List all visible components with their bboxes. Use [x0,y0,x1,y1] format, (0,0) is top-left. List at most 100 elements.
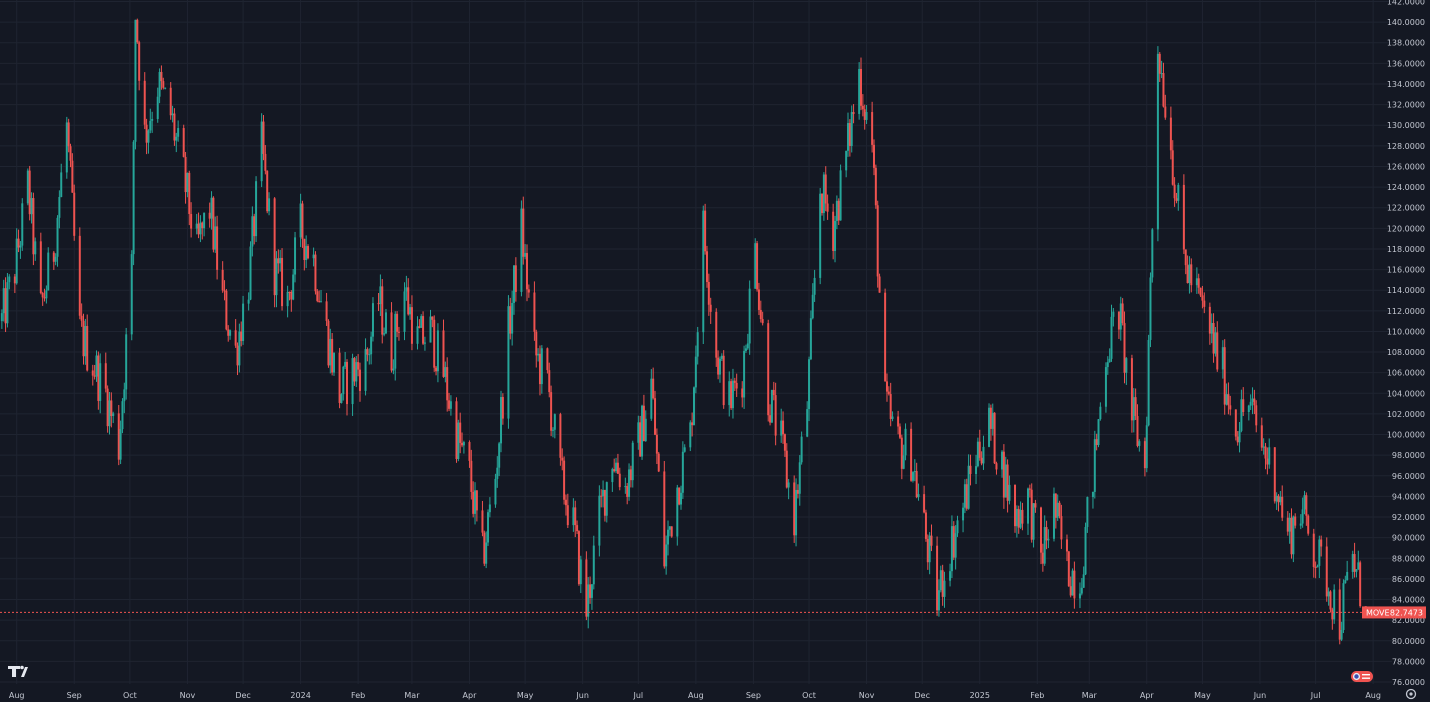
candle-body [19,245,22,248]
candle-body [874,167,877,206]
candle-body [533,292,536,332]
candle-body [41,292,44,298]
candle-body [487,512,490,543]
candle-body [78,235,81,316]
candle-body [91,370,94,376]
x-tick-label: 2025 [970,691,990,700]
settings-gear-icon[interactable] [1405,688,1417,700]
candle-body [34,241,37,255]
candle-body [1260,425,1263,448]
candle-body [579,559,582,585]
candle-body [143,80,146,125]
candle-body [8,276,11,283]
candle-body [731,380,734,409]
candle-body [80,315,83,321]
candle-body [418,326,421,328]
candle-body [748,288,751,344]
candle-body [110,400,113,417]
candle-body [1234,409,1237,437]
candle-body [598,495,601,546]
candle-body [995,463,998,470]
candle-body [1117,311,1120,330]
candle-body [357,362,360,370]
y-tick-label: 108.0000 [1387,348,1425,357]
candle-body [793,482,796,536]
candle-body [384,312,387,334]
x-tick-label: Aug [9,691,25,700]
candle-body [364,349,367,391]
candle-body [221,269,224,291]
candle-body [186,172,189,193]
candle-body [210,197,213,219]
candle-body [1351,554,1354,572]
candle-body [281,257,284,307]
candle-body [770,389,773,423]
candle-body [227,329,230,336]
candle-body [247,299,250,304]
x-tick-label: Jun [1253,691,1267,700]
candle-body [835,200,838,221]
candle-body [39,241,42,293]
candle-body [616,462,619,474]
candle-body [1292,516,1295,555]
candle-body [937,590,940,611]
candle-body [496,467,499,479]
candle-body [991,412,994,429]
candle-body [538,353,541,385]
candle-body [756,243,759,290]
candle-body [965,484,968,509]
candle-body [436,330,439,372]
candle-body [138,42,141,81]
candle-body [1162,73,1165,107]
candle-body [1221,347,1224,370]
y-tick-label: 90.0000 [1392,534,1425,543]
candle-body [949,571,952,581]
candle-body [1353,554,1356,572]
candle-body [1305,495,1308,516]
candle-body [1030,489,1033,540]
candle-body [236,345,239,366]
candle-body [546,348,549,371]
candle-body [1238,430,1241,443]
candle-body [1132,397,1135,421]
candle-body [160,71,163,82]
candle-body [119,429,122,460]
candle-body [93,375,96,377]
candle-body [548,370,551,393]
candle-body [1255,405,1258,426]
x-tick-label: Sep [746,691,761,700]
candle-body [462,442,465,446]
candle-body [71,160,74,193]
candle-body [1325,546,1328,597]
candle-body [305,246,308,261]
candle-body [796,489,799,494]
candle-body [913,471,916,473]
candle-body [678,487,681,505]
candle-body [1279,496,1282,503]
candle-body [158,71,161,97]
candle-body [370,336,373,355]
candle-body [735,382,738,389]
y-axis[interactable]: 142.0000 140.0000 138.0000 136.0000 134.0000… [1387,0,1425,687]
y-tick-label: 82.0000 [1392,616,1425,625]
x-axis[interactable]: Aug Sep Oct Nov Dec 2024 Feb Mar Apr May Jun Jul Aug… [9,691,1381,700]
candle-body [848,123,851,147]
candle-body [910,428,913,481]
y-tick-label: 84.0000 [1392,596,1425,605]
candle-body [1164,106,1167,118]
candle-body [1158,53,1161,74]
candle-body [54,256,57,262]
candle-body [130,254,133,335]
candle-body [1223,347,1226,405]
candle-body [1112,311,1115,317]
candle-body [320,301,323,303]
candle-body [1333,589,1336,620]
candle-body [1229,405,1232,410]
us-flag-icon[interactable] [1351,671,1373,682]
candle-body [106,388,109,427]
candle-body [164,87,167,89]
tradingview-logo-icon[interactable] [8,665,28,677]
candle-body [513,265,516,303]
candle-body [459,422,462,443]
